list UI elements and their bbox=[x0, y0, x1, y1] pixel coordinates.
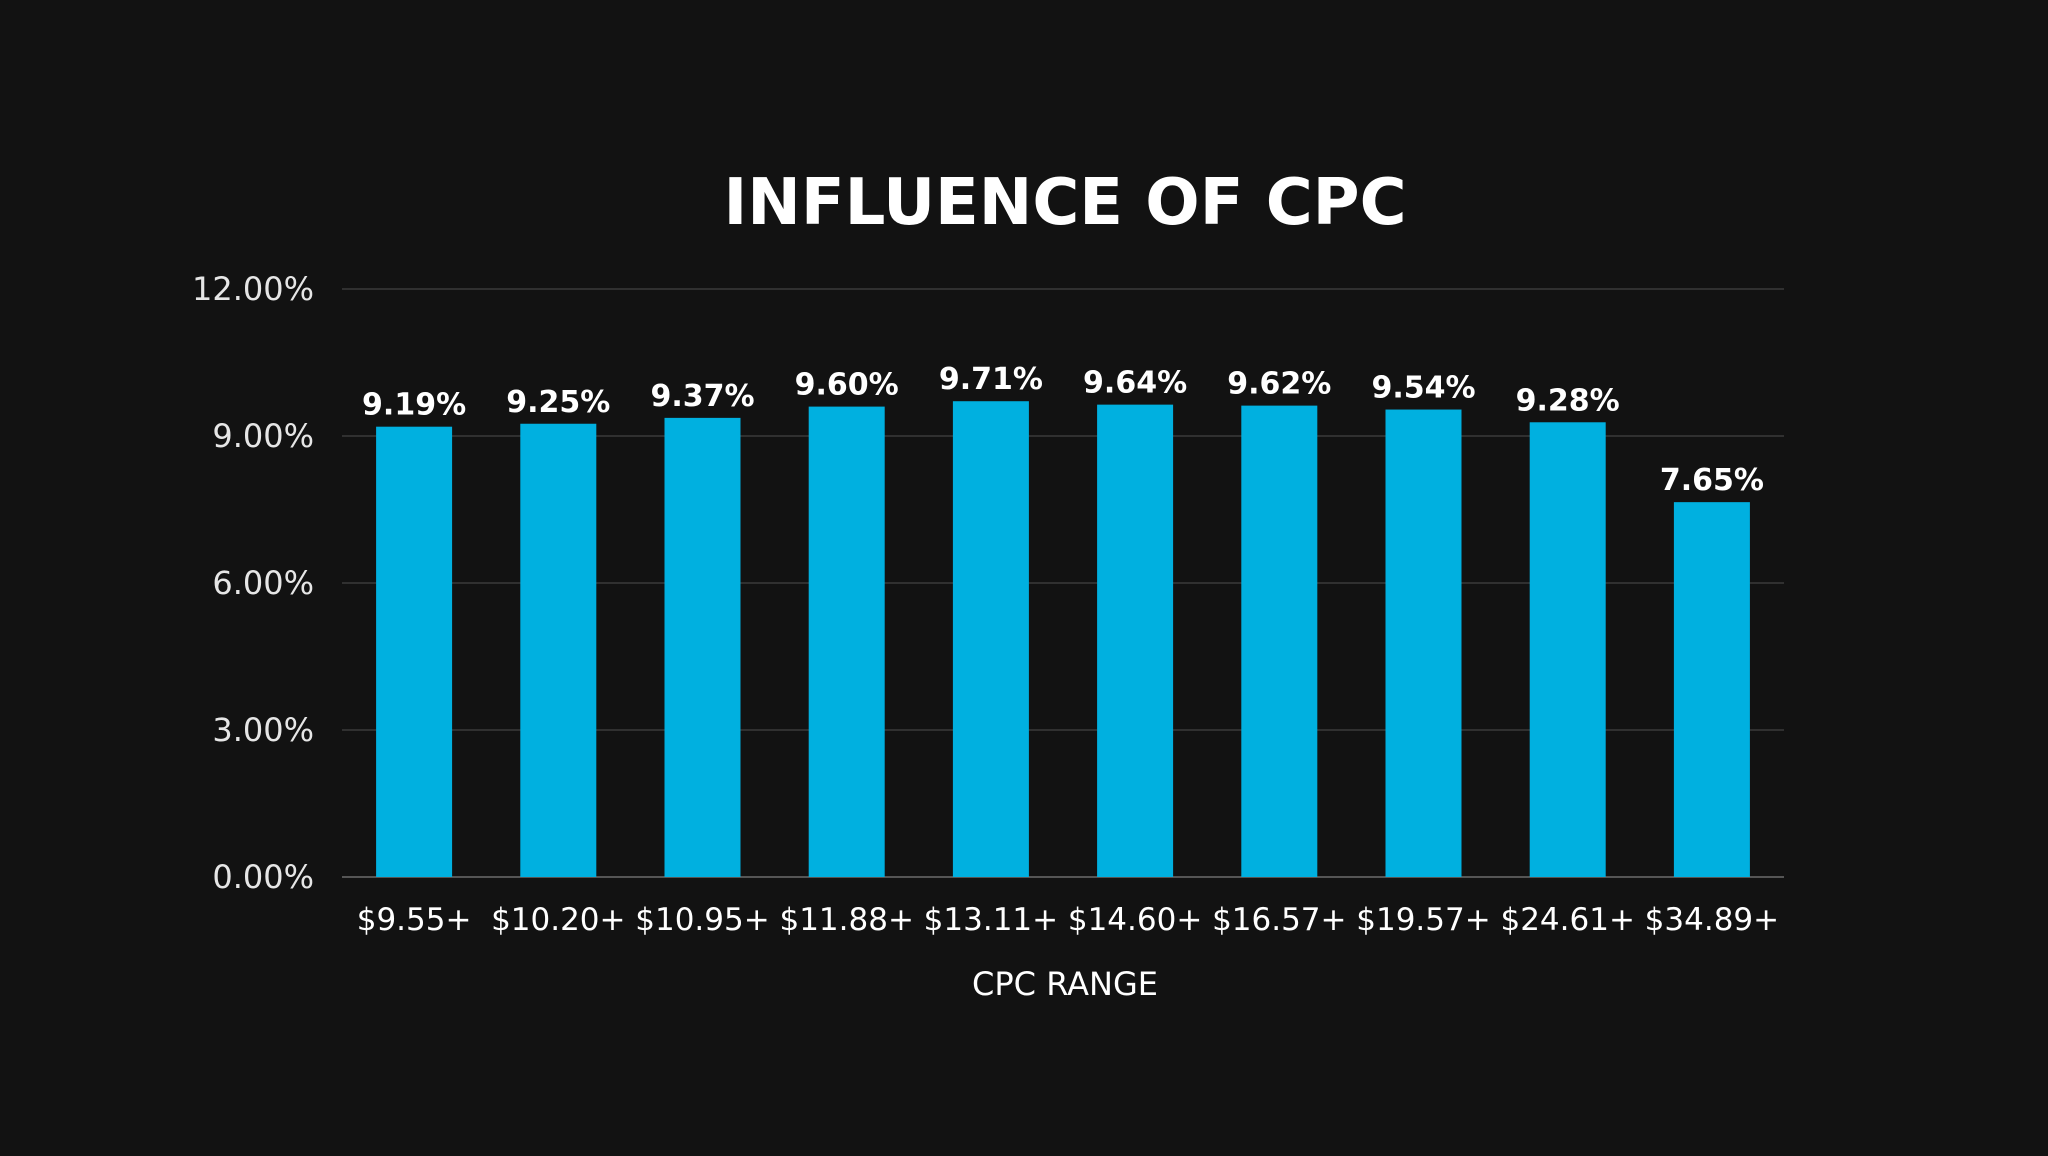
data-label: 9.60% bbox=[795, 368, 899, 403]
bar bbox=[664, 417, 741, 877]
bar bbox=[808, 406, 885, 877]
x-tick-label: $13.11+ bbox=[924, 902, 1058, 938]
x-tick-label: $10.20+ bbox=[491, 902, 625, 938]
data-labels: 9.19% 9.25% 9.37% 9.60% 9.71% 9.64% 9.62% 9.54%… bbox=[362, 362, 1764, 498]
y-axis-ticks: 0.00% 3.00% 6.00% 9.00% 12.00% bbox=[192, 270, 314, 896]
x-tick-label: $9.55+ bbox=[357, 902, 472, 938]
bar bbox=[1529, 422, 1606, 877]
x-axis-label: CPC RANGE bbox=[972, 965, 1158, 1003]
bar bbox=[952, 401, 1029, 877]
bar bbox=[1241, 405, 1318, 877]
x-tick-label: $14.60+ bbox=[1068, 902, 1202, 938]
bars bbox=[376, 401, 1750, 877]
x-axis-ticks: $9.55+ $10.20+ $10.95+ $11.88+ $13.11+ $14.60… bbox=[357, 902, 1779, 938]
bar bbox=[1385, 409, 1462, 877]
y-tick-label: 6.00% bbox=[212, 564, 314, 602]
x-tick-label: $34.89+ bbox=[1645, 902, 1779, 938]
data-label: 9.62% bbox=[1227, 367, 1331, 402]
data-label: 9.37% bbox=[650, 379, 754, 414]
x-tick-label: $11.88+ bbox=[779, 902, 913, 938]
data-label: 7.65% bbox=[1660, 463, 1764, 498]
x-tick-label: $24.61+ bbox=[1500, 902, 1634, 938]
y-tick-label: 9.00% bbox=[212, 417, 314, 455]
data-label: 9.28% bbox=[1516, 383, 1620, 418]
data-label: 9.71% bbox=[939, 362, 1043, 397]
x-tick-label: $16.57+ bbox=[1212, 902, 1346, 938]
bar bbox=[520, 423, 597, 877]
bar bbox=[1673, 502, 1750, 877]
chart-title: INFLUENCE OF CPC bbox=[723, 166, 1406, 240]
data-label: 9.25% bbox=[506, 385, 610, 420]
y-tick-label: 12.00% bbox=[192, 270, 314, 308]
x-tick-label: $19.57+ bbox=[1356, 902, 1490, 938]
data-label: 9.19% bbox=[362, 388, 466, 423]
bar bbox=[376, 426, 453, 877]
x-tick-label: $10.95+ bbox=[635, 902, 769, 938]
data-label: 9.64% bbox=[1083, 366, 1187, 401]
data-label: 9.54% bbox=[1371, 371, 1475, 406]
y-tick-label: 3.00% bbox=[212, 711, 314, 749]
bar bbox=[1097, 404, 1174, 877]
y-tick-label: 0.00% bbox=[212, 858, 314, 896]
